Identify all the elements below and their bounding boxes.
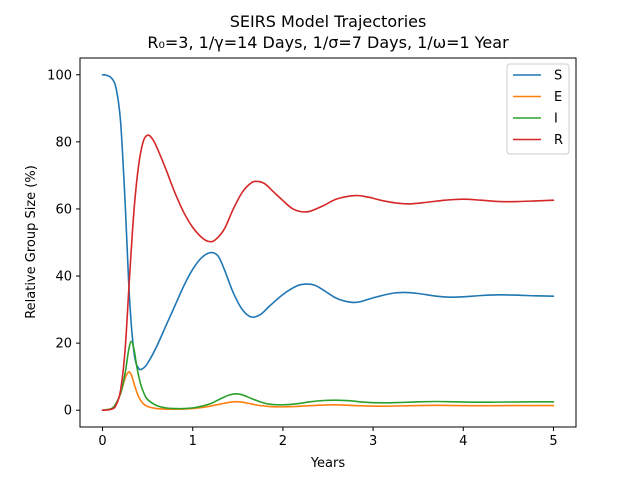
legend-label-e: E	[554, 90, 562, 105]
y-tick-label: 20	[55, 337, 72, 352]
y-tick-label: 100	[47, 68, 72, 83]
y-tick-label: 0	[64, 404, 72, 419]
y-tick-label: 60	[55, 202, 72, 217]
legend-label-s: S	[554, 69, 562, 84]
series-line-i	[101, 340, 555, 412]
x-tick-label: 5	[549, 434, 557, 449]
legend: SEIR	[506, 63, 570, 155]
y-axis: 0 20 40 60 80 100	[47, 68, 80, 419]
series-line-s	[101, 73, 555, 371]
series-group	[101, 73, 555, 412]
plot-frame	[79, 57, 577, 428]
series-line-r	[101, 134, 555, 412]
x-axis: 0 1 2 3 4 5	[98, 427, 558, 449]
plot-area	[79, 57, 577, 428]
x-tick-label: 1	[189, 434, 197, 449]
series-line-e	[101, 371, 555, 412]
y-axis-label: Relative Group Size (%)	[24, 165, 39, 319]
legend-label-i: I	[554, 112, 558, 127]
legend-label-r: R	[554, 133, 563, 148]
x-tick-label: 3	[369, 434, 377, 449]
chart-title-line1: SEIRS Model Trajectories	[230, 12, 427, 31]
x-tick-label: 0	[98, 434, 106, 449]
y-tick-label: 80	[55, 135, 72, 150]
x-tick-label: 2	[279, 434, 287, 449]
legend-box	[506, 63, 570, 155]
x-tick-label: 4	[459, 434, 467, 449]
chart-title-line2: R₀=3, 1/γ=14 Days, 1/σ=7 Days, 1/ω=1 Yea…	[147, 33, 509, 52]
y-tick-label: 40	[55, 270, 72, 285]
x-axis-label: Years	[310, 456, 346, 471]
